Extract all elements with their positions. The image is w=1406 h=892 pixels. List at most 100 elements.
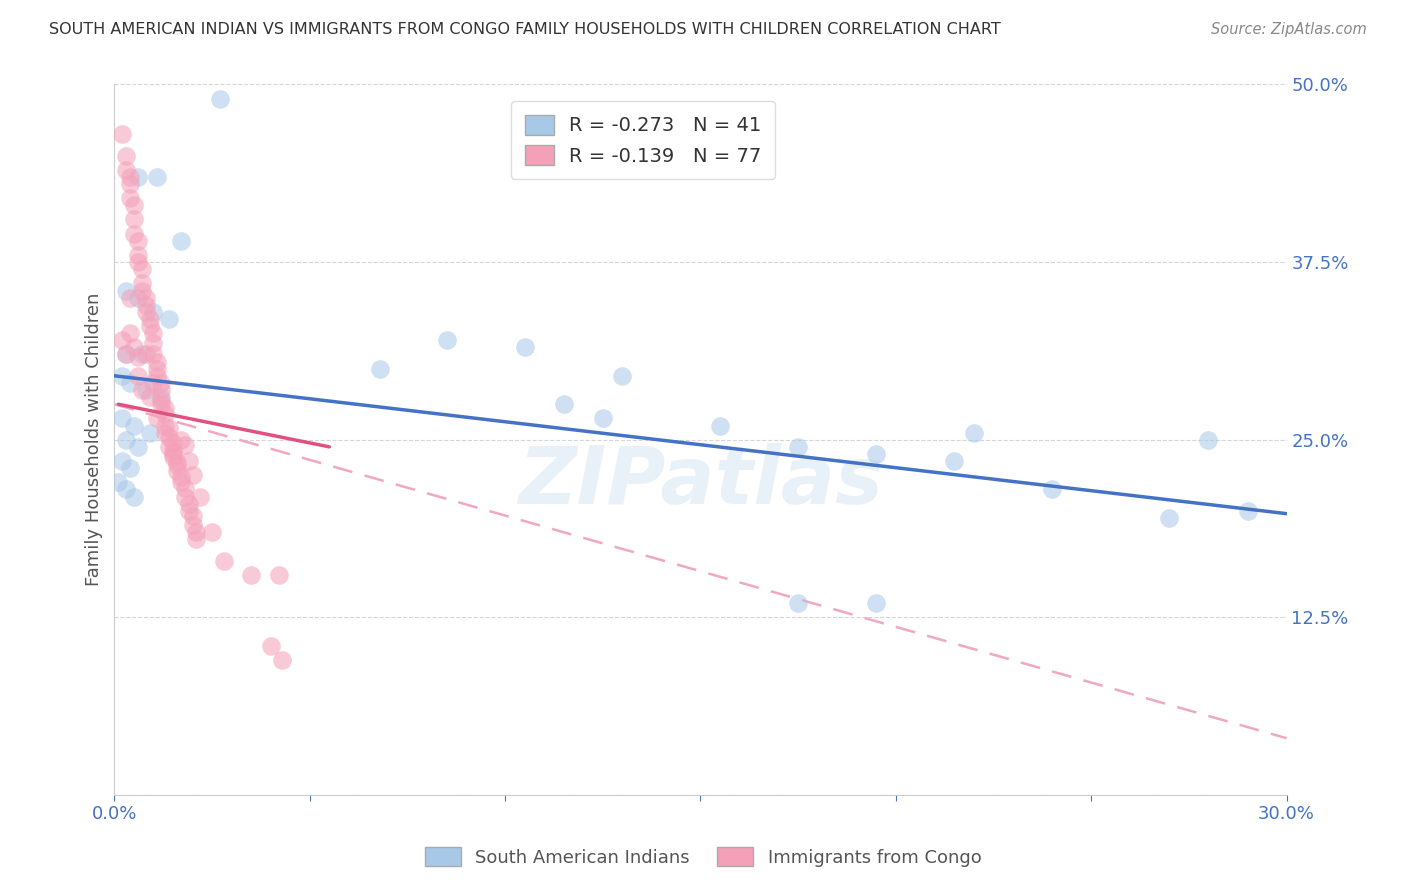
Point <box>138 425 160 440</box>
Point <box>436 333 458 347</box>
Point <box>150 376 173 390</box>
Point <box>166 458 188 473</box>
Point <box>135 291 157 305</box>
Point <box>260 639 283 653</box>
Point <box>553 397 575 411</box>
Point <box>127 351 149 365</box>
Point <box>138 319 160 334</box>
Point <box>122 198 145 212</box>
Point <box>146 411 169 425</box>
Point <box>170 234 193 248</box>
Point <box>122 418 145 433</box>
Point <box>173 438 195 452</box>
Point <box>963 425 986 440</box>
Point <box>181 509 204 524</box>
Point <box>118 191 141 205</box>
Point <box>592 411 614 425</box>
Point <box>131 347 153 361</box>
Text: SOUTH AMERICAN INDIAN VS IMMIGRANTS FROM CONGO FAMILY HOUSEHOLDS WITH CHILDREN C: SOUTH AMERICAN INDIAN VS IMMIGRANTS FROM… <box>49 22 1001 37</box>
Point <box>612 368 634 383</box>
Point <box>127 368 149 383</box>
Point <box>127 169 149 184</box>
Point <box>142 376 165 390</box>
Text: ZIPatlas: ZIPatlas <box>517 443 883 522</box>
Point <box>155 407 177 421</box>
Point <box>131 383 153 397</box>
Point <box>118 291 141 305</box>
Point <box>166 464 188 478</box>
Point <box>131 284 153 298</box>
Point <box>111 333 134 347</box>
Point <box>170 475 193 490</box>
Point <box>127 291 149 305</box>
Legend: South American Indians, Immigrants from Congo: South American Indians, Immigrants from … <box>418 840 988 874</box>
Point <box>186 533 208 547</box>
Point <box>208 92 231 106</box>
Point <box>157 312 180 326</box>
Point <box>135 347 157 361</box>
Point <box>118 177 141 191</box>
Point <box>135 298 157 312</box>
Point <box>107 475 129 490</box>
Point <box>162 435 184 450</box>
Point <box>138 390 160 404</box>
Point <box>122 212 145 227</box>
Point <box>127 255 149 269</box>
Point <box>111 411 134 425</box>
Point <box>157 430 180 444</box>
Point <box>155 425 177 440</box>
Point <box>166 455 188 469</box>
Point <box>201 525 224 540</box>
Point <box>368 361 391 376</box>
Point <box>787 440 810 454</box>
Point <box>190 490 212 504</box>
Point <box>155 418 177 433</box>
Point <box>513 340 536 354</box>
Point <box>709 418 731 433</box>
Point <box>138 312 160 326</box>
Point <box>111 127 134 141</box>
Point <box>157 440 180 454</box>
Point <box>115 347 138 361</box>
Point <box>1236 504 1258 518</box>
Point <box>118 326 141 340</box>
Point <box>115 483 138 497</box>
Point <box>173 490 195 504</box>
Point <box>122 340 145 354</box>
Point <box>155 401 177 416</box>
Point <box>115 284 138 298</box>
Point <box>240 567 263 582</box>
Point <box>146 368 169 383</box>
Point <box>146 169 169 184</box>
Point <box>150 397 173 411</box>
Point <box>150 392 173 407</box>
Point <box>111 368 134 383</box>
Y-axis label: Family Households with Children: Family Households with Children <box>86 293 103 586</box>
Legend: R = -0.273   N = 41, R = -0.139   N = 77: R = -0.273 N = 41, R = -0.139 N = 77 <box>510 102 775 179</box>
Point <box>118 169 141 184</box>
Point <box>127 440 149 454</box>
Point <box>146 361 169 376</box>
Point <box>173 481 195 495</box>
Point <box>122 490 145 504</box>
Point <box>127 248 149 262</box>
Point <box>162 447 184 461</box>
Point <box>1197 433 1219 447</box>
Point <box>142 326 165 340</box>
Point <box>131 262 153 277</box>
Point <box>135 383 157 397</box>
Point <box>181 518 204 533</box>
Point <box>865 447 887 461</box>
Point <box>170 433 193 447</box>
Point <box>127 234 149 248</box>
Point <box>135 305 157 319</box>
Point <box>118 376 141 390</box>
Point <box>177 497 200 511</box>
Point <box>142 347 165 361</box>
Point <box>787 596 810 610</box>
Point <box>186 525 208 540</box>
Point <box>177 454 200 468</box>
Point <box>170 469 193 483</box>
Point <box>115 347 138 361</box>
Point <box>271 653 294 667</box>
